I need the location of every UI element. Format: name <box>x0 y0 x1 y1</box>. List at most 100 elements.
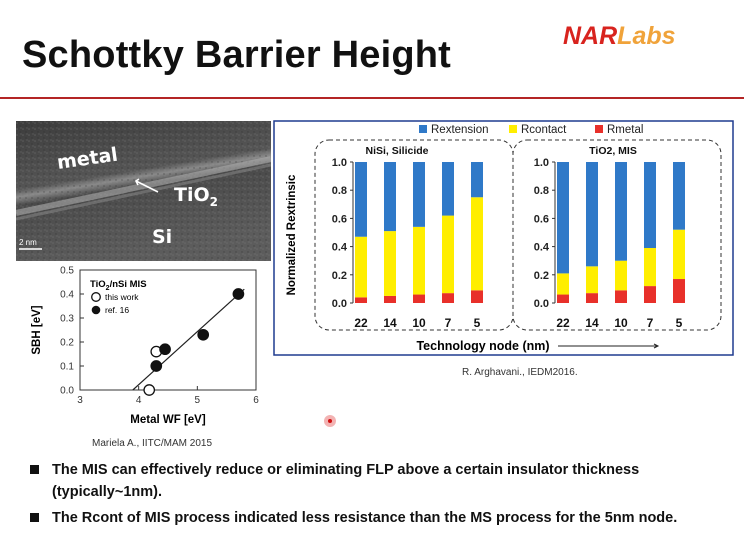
bar-segment-rcontact <box>442 215 454 294</box>
legend-label-rextension: Rextension <box>431 124 489 136</box>
sbh-ytick-label: 0.4 <box>60 290 74 301</box>
bar-segment-rmetal <box>615 290 627 303</box>
bar-segment-rextension <box>471 162 483 198</box>
bar-group-label: TiO2, MIS <box>589 145 637 157</box>
sbh-ytick-label: 0.3 <box>60 314 74 325</box>
bullet-text-1: The MIS can effectively reduce or elimin… <box>52 462 640 500</box>
bar-segment-rcontact <box>586 266 598 294</box>
bar-segment-rmetal <box>557 294 569 303</box>
bar-ytick-label: 0.0 <box>332 298 347 310</box>
bar-segment-rmetal <box>586 293 598 303</box>
bar-segment-rextension <box>615 162 627 261</box>
sbh-chart: 3 4 5 6 0.0 0.1 0.2 0.3 0.4 0.5 TiO2/nSi MIS this… <box>31 266 259 427</box>
bar-ytick-label: 0.8 <box>534 185 549 197</box>
legend-label-rcontact: Rcontact <box>521 124 567 136</box>
bar-ytick-label: 0.4 <box>534 242 550 254</box>
bar-category-label: 14 <box>585 316 599 330</box>
bullet-item-1: The MIS can effectively reduce or elimin… <box>30 459 730 503</box>
sbh-plot-frame <box>79 269 257 391</box>
left-caption: Mariela A., IITC/MAM 2015 <box>92 438 213 449</box>
bar-ytick-label: 0.4 <box>332 242 348 254</box>
bar-segment-rextension <box>673 162 685 230</box>
sbh-xtick-label: 4 <box>136 395 142 406</box>
bar-segment-rextension <box>442 162 454 216</box>
bar-segment-rcontact <box>413 226 425 295</box>
sbh-fit-line <box>132 288 245 391</box>
arrow-icon <box>135 180 159 193</box>
legend-marker-this-work <box>91 292 101 302</box>
scale-label: 2 nm <box>19 238 37 247</box>
bar-ytick-label: 1.0 <box>332 157 347 169</box>
bar-segment-rcontact <box>557 273 569 295</box>
sbh-xlabel: Metal WF [eV] <box>130 414 206 426</box>
pointer-cursor <box>324 415 336 427</box>
bar-category-label: 10 <box>614 316 628 330</box>
bar-group-label: NiSi, Silicide <box>365 145 428 157</box>
sbh-ylabel: SBH [eV] <box>31 305 43 354</box>
bullet-list: The MIS can effectively reduce or elimin… <box>30 459 730 533</box>
bar-ytick-label: 1.0 <box>534 157 549 169</box>
bar-chart-frame <box>273 120 734 356</box>
bar-segment-rcontact <box>355 236 367 298</box>
bar-category-label: 7 <box>445 316 452 330</box>
bar-segment-rcontact <box>615 260 627 291</box>
bar-ytick-label: 0.0 <box>534 298 549 310</box>
sbh-point-ref16 <box>232 288 245 300</box>
bar-segment-rmetal <box>355 297 367 303</box>
tem-image: metal TiO2 Si 2 nm <box>16 121 271 261</box>
bar-ytick-label: 0.8 <box>332 185 347 197</box>
bar-category-label: 10 <box>412 316 426 330</box>
sbh-xtick-label: 5 <box>195 395 201 406</box>
sbh-point-ref16 <box>150 360 163 372</box>
bar-segment-rmetal <box>413 294 425 303</box>
legend-marker-ref16 <box>91 305 101 315</box>
bullet-text-2: The Rcont of MIS process indicated less … <box>52 510 678 526</box>
bar-category-label: 14 <box>383 316 397 330</box>
tem-label-si: Si <box>152 226 172 248</box>
bar-segment-rextension <box>384 162 396 232</box>
legend-label-rmetal: Rmetal <box>607 124 643 136</box>
sbh-ytick-label: 0.5 <box>60 266 74 277</box>
sbh-xtick-label: 6 <box>253 395 259 406</box>
bar-category-label: 22 <box>556 316 570 330</box>
bar-segment-rcontact <box>644 248 656 287</box>
bar-category-label: 5 <box>474 316 481 330</box>
bar-segment-rmetal <box>673 279 685 303</box>
bar-ytick-label: 0.6 <box>332 213 347 225</box>
sbh-ytick-label: 0.0 <box>60 386 74 397</box>
bar-segment-rextension <box>557 162 569 274</box>
bar-ytick-label: 0.6 <box>534 213 549 225</box>
bar-segment-rextension <box>644 162 656 249</box>
bar-category-label: 5 <box>676 316 683 330</box>
sbh-ytick-label: 0.1 <box>60 362 74 373</box>
narlabs-logo: NARLabs <box>563 22 676 51</box>
bar-segment-rcontact <box>471 197 483 291</box>
sbh-xtick-label: 3 <box>77 395 83 406</box>
bar-segment-rextension <box>586 162 598 267</box>
legend-swatch-rmetal <box>595 125 603 133</box>
tem-label-tio2: TiO2 <box>174 184 218 209</box>
legend-swatch-rcontact <box>509 125 517 133</box>
resistance-bar-chart: Rextension Rcontact Rmetal 0.0 0.2 0.4 0.6 0.8… <box>273 120 734 356</box>
bullet-square-icon <box>30 513 39 522</box>
bar-segment-rcontact <box>384 231 396 296</box>
bullet-item-2: The Rcont of MIS process indicated less … <box>30 507 730 529</box>
legend-swatch-rextension <box>419 125 427 133</box>
legend-this-work: this work <box>105 292 139 302</box>
bullet-square-icon <box>30 465 39 474</box>
group-box-silicide <box>314 139 514 331</box>
group-box-mis <box>512 139 722 331</box>
bar-segment-rextension <box>355 162 367 237</box>
bar-segment-rextension <box>413 162 425 227</box>
bar-category-label: 22 <box>354 316 368 330</box>
bar-segment-rmetal <box>442 293 454 303</box>
sbh-chart-title: TiO2/nSi MIS <box>90 279 147 292</box>
bar-segment-rcontact <box>673 229 685 280</box>
tem-image-graphic: metal TiO2 Si 2 nm <box>16 121 271 261</box>
bar-segment-rmetal <box>644 286 656 303</box>
sbh-point-this-work <box>143 384 156 396</box>
bar-xlabel: Technology node (nm) <box>416 339 549 353</box>
sbh-point-ref16 <box>159 343 171 356</box>
legend-ref16: ref. 16 <box>105 305 129 315</box>
bar-segment-rmetal <box>471 290 483 303</box>
